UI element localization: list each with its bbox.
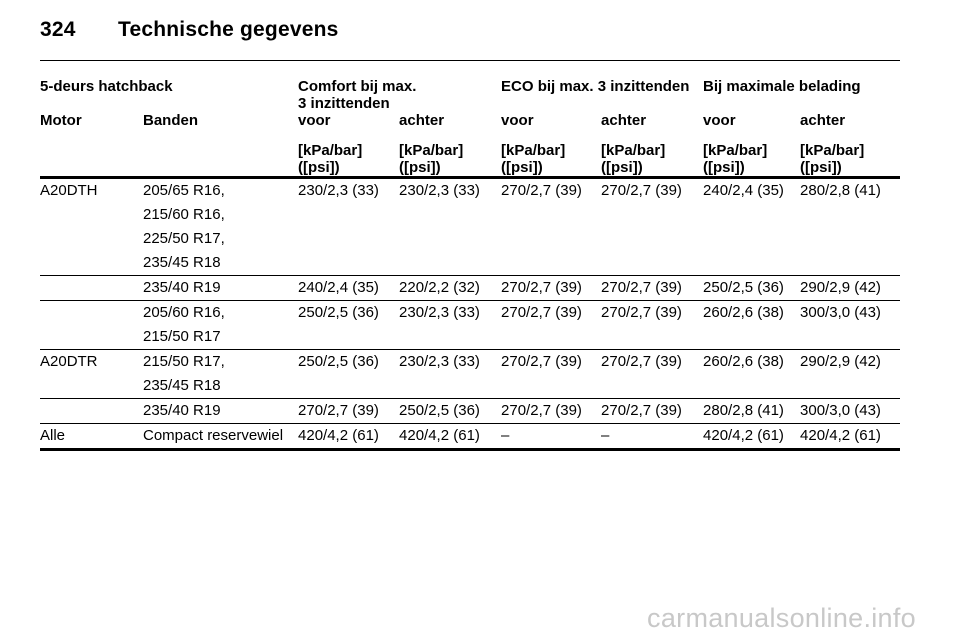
- column-header-achter: achter: [399, 112, 445, 129]
- pressure-value: 250/2,5 (36): [399, 402, 480, 419]
- pressure-value: 270/2,7 (39): [601, 402, 682, 419]
- pressure-value: 290/2,9 (42): [800, 279, 881, 296]
- pressure-value: 420/4,2 (61): [800, 427, 881, 444]
- pressure-value: 300/3,0 (43): [800, 402, 881, 419]
- group-comfort-label: Comfort bij max. 3 inzittenden: [298, 78, 417, 112]
- column-header-motor: Motor: [40, 112, 82, 129]
- unit-label: [kPa/bar] ([psi]): [298, 142, 400, 179]
- tire-pressure-table: 5-deurs hatchback Comfort bij max. 3 inz…: [40, 78, 901, 451]
- tire-size: 215/60 R16,: [143, 206, 225, 223]
- table-row: Alle Compact reservewiel 420/4,2 (61) 42…: [40, 423, 901, 451]
- pressure-value: 420/4,2 (61): [399, 427, 480, 444]
- pressure-value: 270/2,7 (39): [601, 304, 682, 321]
- tire-size: 235/45 R18: [143, 254, 221, 271]
- pressure-value: 260/2,6 (38): [703, 304, 784, 321]
- page-number: 324: [40, 18, 76, 41]
- unit-label: [kPa/bar] ([psi]): [601, 142, 704, 179]
- tire-size: 215/50 R17,: [143, 353, 225, 370]
- table-row: 235/40 R19 240/2,4 (35) 220/2,2 (32) 270…: [40, 275, 901, 301]
- unit-label: [kPa/bar] ([psi]): [703, 142, 801, 179]
- page-header: 324 Technische gegevens: [40, 18, 339, 42]
- pressure-value: 420/4,2 (61): [703, 427, 784, 444]
- watermark: carmanualsonline.info: [647, 603, 916, 633]
- pressure-value: –: [601, 427, 610, 444]
- pressure-value: 250/2,5 (36): [298, 304, 379, 321]
- unit-label: [kPa/bar] ([psi]): [399, 142, 502, 179]
- table-unit-row: [kPa/bar] ([psi]) [kPa/bar] ([psi]) [kPa…: [40, 142, 901, 179]
- tire-size: 205/65 R16,: [143, 182, 225, 199]
- pressure-value: 260/2,6 (38): [703, 353, 784, 370]
- column-header-voor: voor: [298, 112, 331, 129]
- pressure-value: 300/3,0 (43): [800, 304, 881, 321]
- column-header-voor: voor: [703, 112, 736, 129]
- group-max-load-label: Bij maximale belading: [703, 78, 861, 95]
- column-header-banden: Banden: [143, 112, 199, 129]
- pressure-value: 230/2,3 (33): [399, 353, 480, 370]
- group-eco-label: ECO bij max. 3 inzittenden: [501, 78, 690, 95]
- tire-size: 235/40 R19: [143, 279, 221, 296]
- table-row: A20DTH 205/65 R16, 215/60 R16, 225/50 R1…: [40, 177, 901, 276]
- pressure-value: 230/2,3 (33): [399, 182, 480, 199]
- unit-label: [kPa/bar] ([psi]): [800, 142, 901, 179]
- motor-cell: A20DTH: [40, 182, 98, 199]
- pressure-value: 270/2,7 (39): [501, 353, 582, 370]
- tire-size: 205/60 R16,: [143, 304, 225, 321]
- pressure-value: 270/2,7 (39): [501, 182, 582, 199]
- pressure-value: 230/2,3 (33): [399, 304, 480, 321]
- pressure-value: 240/2,4 (35): [703, 182, 784, 199]
- pressure-value: 270/2,7 (39): [501, 279, 582, 296]
- table-row: A20DTR 215/50 R17, 235/45 R18 250/2,5 (3…: [40, 349, 901, 399]
- tire-size: Compact reservewiel: [143, 427, 284, 444]
- pressure-value: 240/2,4 (35): [298, 279, 379, 296]
- tire-size: 235/45 R18: [143, 377, 221, 394]
- motor-cell: Alle: [40, 427, 66, 444]
- table-column-header-row: Motor Banden voor achter voor achter voo…: [40, 112, 900, 142]
- pressure-value: 270/2,7 (39): [601, 279, 682, 296]
- pressure-value: 290/2,9 (42): [800, 353, 881, 370]
- pressure-value: 270/2,7 (39): [601, 353, 682, 370]
- tire-size: 215/50 R17: [143, 328, 221, 345]
- pressure-value: 220/2,2 (32): [399, 279, 480, 296]
- pressure-value: 230/2,3 (33): [298, 182, 379, 199]
- tire-size: 235/40 R19: [143, 402, 221, 419]
- column-header-achter: achter: [601, 112, 647, 129]
- vehicle-type-label: 5-deurs hatchback: [40, 78, 173, 95]
- tire-size: 225/50 R17,: [143, 230, 225, 247]
- pressure-value: 270/2,7 (39): [501, 402, 582, 419]
- column-header-voor: voor: [501, 112, 534, 129]
- pressure-value: 270/2,7 (39): [601, 182, 682, 199]
- pressure-value: –: [501, 427, 510, 444]
- header-divider: [40, 60, 900, 61]
- pressure-value: 420/4,2 (61): [298, 427, 379, 444]
- table-group-header-row: 5-deurs hatchback Comfort bij max. 3 inz…: [40, 78, 900, 112]
- table-row: 235/40 R19 270/2,7 (39) 250/2,5 (36) 270…: [40, 398, 901, 424]
- pressure-value: 250/2,5 (36): [298, 353, 379, 370]
- pressure-value: 270/2,7 (39): [501, 304, 582, 321]
- pressure-value: 280/2,8 (41): [800, 182, 881, 199]
- page-title: Technische gegevens: [118, 18, 339, 41]
- table-row: 205/60 R16, 215/50 R17 250/2,5 (36) 230/…: [40, 300, 901, 350]
- motor-cell: A20DTR: [40, 353, 98, 370]
- pressure-value: 280/2,8 (41): [703, 402, 784, 419]
- column-header-achter: achter: [800, 112, 846, 129]
- unit-label: [kPa/bar] ([psi]): [501, 142, 602, 179]
- pressure-value: 270/2,7 (39): [298, 402, 379, 419]
- pressure-value: 250/2,5 (36): [703, 279, 784, 296]
